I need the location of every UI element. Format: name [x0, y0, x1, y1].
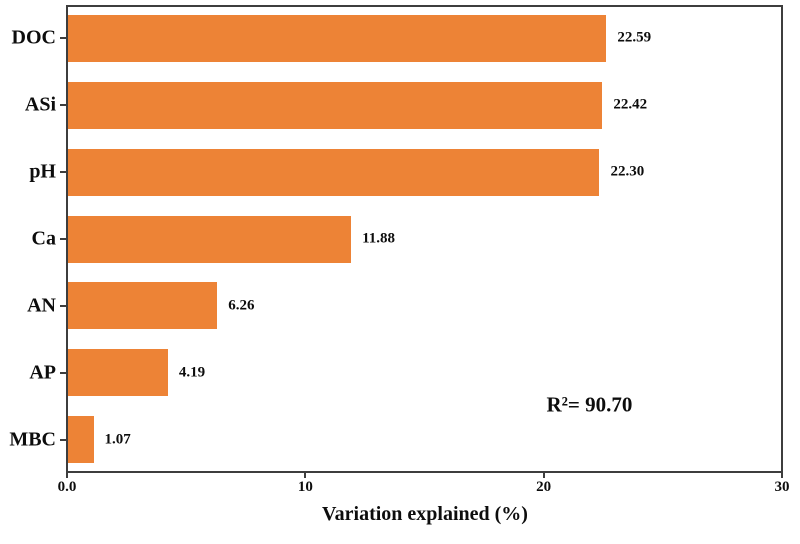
y-axis-category-label: Ca: [31, 227, 56, 250]
y-axis-tick: [60, 37, 66, 40]
bar-asi: [68, 81, 603, 129]
y-axis-category-label: DOC: [11, 26, 56, 49]
bar-mbc: [68, 416, 94, 464]
bar-ap: [68, 349, 168, 397]
bar-value-label: 22.42: [613, 96, 648, 113]
bar-value-label: 6.26: [228, 297, 255, 314]
bar-ph: [68, 148, 600, 196]
x-axis-tick: [66, 473, 68, 478]
x-axis-tick-label: 0.0: [57, 479, 77, 495]
x-axis-tick: [781, 473, 783, 478]
bar-ca: [68, 215, 352, 263]
y-axis-category-label: pH: [29, 160, 56, 183]
bar-value-label: 11.88: [362, 230, 396, 247]
y-axis-tick: [60, 304, 66, 307]
bar-value-label: 22.30: [610, 163, 645, 180]
y-axis-category-label: ASi: [24, 93, 56, 116]
y-axis-category-label: AP: [29, 361, 56, 384]
bar-doc: [68, 14, 607, 62]
x-axis-tick-label: 20: [536, 479, 552, 495]
y-axis-tick: [60, 104, 66, 107]
bar-value-label: 1.07: [104, 431, 131, 448]
x-axis-tick-label: 30: [774, 479, 790, 495]
x-axis-tick: [304, 473, 307, 478]
r-squared-annotation: R²= 90.70: [546, 392, 633, 417]
x-axis-tick-label: 10: [297, 479, 313, 495]
x-axis-tick: [542, 473, 545, 478]
y-axis-category-label: MBC: [9, 428, 56, 451]
y-axis-tick: [60, 238, 66, 240]
y-axis-tick: [60, 371, 66, 374]
y-axis-tick: [60, 171, 66, 174]
x-axis-title: Variation explained (%): [322, 503, 528, 525]
bar-value-label: 22.59: [617, 29, 652, 46]
y-axis-category-label: AN: [27, 294, 56, 317]
bar-value-label: 4.19: [178, 364, 206, 381]
y-axis-tick: [60, 438, 66, 441]
bar-an: [68, 282, 218, 330]
